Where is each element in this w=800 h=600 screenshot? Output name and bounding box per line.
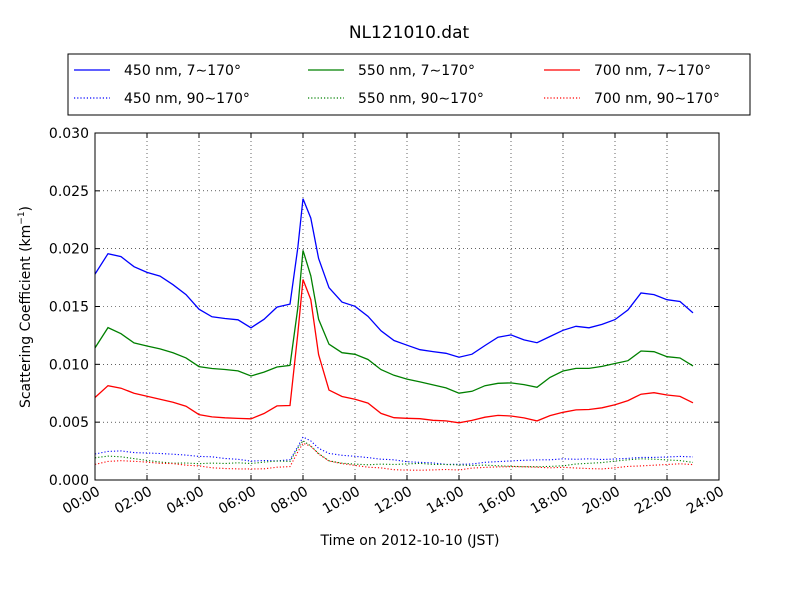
x-tick-label: 12:00 xyxy=(372,484,415,518)
legend-label-2: 700 nm, 7∼170° xyxy=(594,63,711,79)
y-tick-label: 0.010 xyxy=(49,357,89,373)
x-tick-label: 10:00 xyxy=(320,484,363,518)
legend-label-1: 550 nm, 7∼170° xyxy=(358,63,475,79)
x-tick-label: 06:00 xyxy=(216,484,259,518)
legend-label-5: 700 nm, 90∼170° xyxy=(594,91,720,107)
ticks: 00:00 02:00 04:00 06:00 08:00 10:00 12:00 14:00… xyxy=(49,126,727,518)
x-tick-label: 16:00 xyxy=(476,484,519,518)
series-layer xyxy=(94,198,694,471)
series-line-0 xyxy=(94,198,694,358)
y-tick-label: 0.015 xyxy=(49,300,89,316)
series-line-4 xyxy=(94,439,694,468)
chart-title: NL121010.dat xyxy=(349,23,470,43)
y-tick-label: 0.030 xyxy=(49,126,89,142)
plot-frame xyxy=(94,132,720,481)
y-tick-label: 0.000 xyxy=(49,473,89,489)
y-axis-label: Scattering Coefficient (km−1) xyxy=(17,206,34,408)
series-line-2 xyxy=(94,279,694,424)
grid xyxy=(95,133,719,480)
y-tick-label: 0.025 xyxy=(49,184,89,200)
x-tick-label: 14:00 xyxy=(424,484,467,518)
x-tick-label: 08:00 xyxy=(268,484,311,518)
series-line-3 xyxy=(94,436,694,465)
x-tick-label: 02:00 xyxy=(112,484,155,518)
x-tick-label: 18:00 xyxy=(528,484,571,518)
series-line-1 xyxy=(94,250,694,394)
x-axis-label: Time on 2012-10-10 (JST) xyxy=(320,533,500,549)
legend-box xyxy=(67,53,751,116)
x-tick-label: 24:00 xyxy=(684,484,727,518)
legend-label-0: 450 nm, 7∼170° xyxy=(124,63,241,79)
y-tick-label: 0.020 xyxy=(49,242,89,258)
legend-label-4: 550 nm, 90∼170° xyxy=(358,91,484,107)
legend: 450 nm, 7∼170° 550 nm, 7∼170° 700 nm, 7∼17… xyxy=(67,53,751,116)
x-tick-label: 20:00 xyxy=(580,484,623,518)
y-axis-label-close: ) xyxy=(18,206,34,211)
y-tick-label: 0.005 xyxy=(49,415,89,431)
y-axis-label-main: Scattering Coefficient (km xyxy=(18,225,34,408)
y-axis-label-sup: −1 xyxy=(17,211,27,224)
x-tick-label: 22:00 xyxy=(632,484,675,518)
x-tick-label: 04:00 xyxy=(164,484,207,518)
legend-label-3: 450 nm, 90∼170° xyxy=(124,91,250,107)
series-line-5 xyxy=(94,442,694,471)
